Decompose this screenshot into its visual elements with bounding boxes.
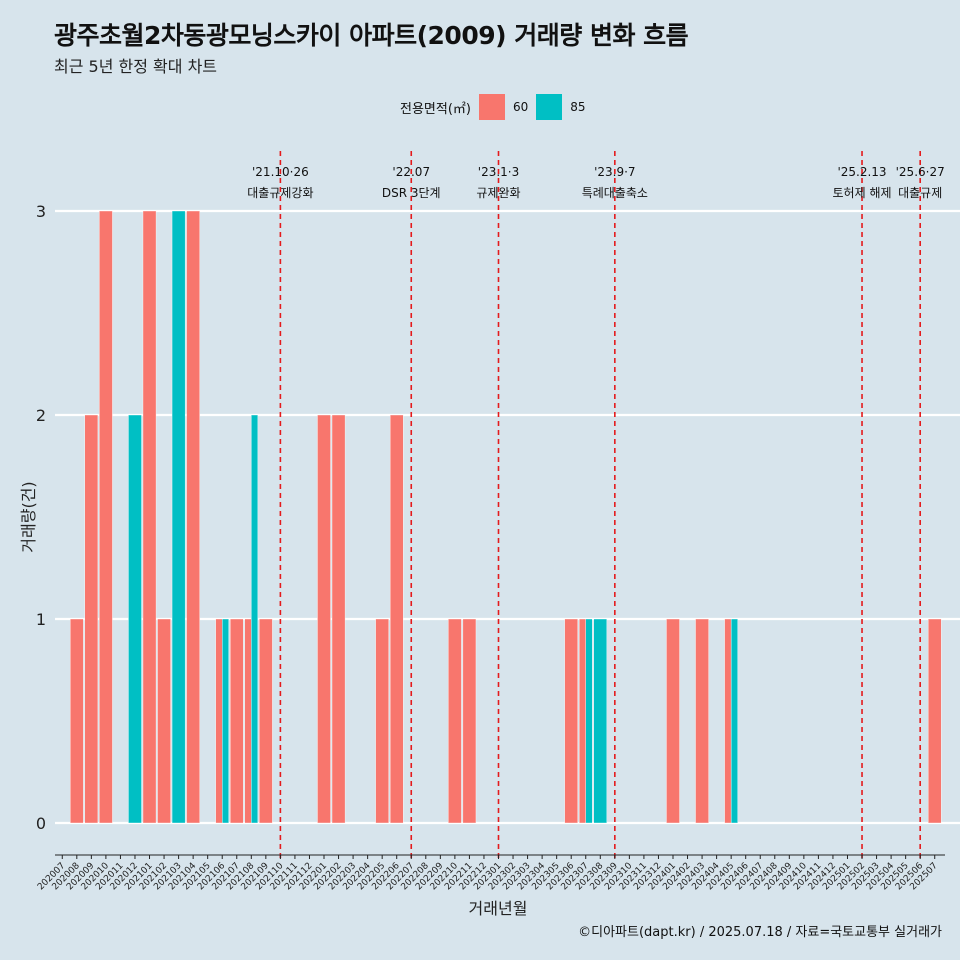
bar-60-202201: [317, 414, 331, 824]
bar-60-202306: [564, 618, 578, 824]
y-tick-label: 0: [36, 814, 46, 833]
event-date-label: '22.07: [392, 165, 430, 179]
legend-key-85: [536, 94, 563, 120]
event-date-label: '23.9·7: [594, 165, 635, 179]
bar-60-202507: [927, 618, 942, 824]
event-label: DSR 3단계: [382, 186, 441, 200]
event-label: 대출규제: [898, 186, 942, 200]
bars: [70, 210, 942, 824]
chart-subtitle: 최근 5년 한정 확대 차트: [54, 57, 218, 76]
bar-60-202211: [462, 618, 477, 824]
bar-60-202009: [84, 414, 99, 824]
event-label: 토허제 해제: [833, 186, 892, 200]
y-tick-label: 2: [36, 406, 46, 425]
bar-85-202307: [585, 618, 593, 824]
event-date-label: '21.10·26: [252, 165, 309, 179]
bar-60-202109: [259, 618, 273, 824]
event-label: 대출규제강화: [247, 186, 313, 200]
bar-60-202102: [157, 618, 171, 824]
bar-60-202210: [448, 618, 462, 824]
legend-key-60: [478, 94, 505, 120]
bar-60-202104: [186, 210, 200, 824]
y-tick-label: 3: [36, 202, 46, 221]
bar-60-202405: [724, 618, 732, 824]
event-label: 규제완화: [476, 186, 520, 200]
bar-60-202106: [215, 618, 223, 824]
bar-60-202108: [244, 618, 252, 824]
bar-85-202108: [251, 414, 259, 824]
event-date-label: '25.6·27: [896, 165, 945, 179]
x-axis: 2020072020082020092020102020112020122021…: [36, 854, 945, 892]
x-axis-label: 거래년월: [469, 899, 528, 918]
event-lines: '21.10·26 대출규제강화 '22.07 DSR 3단계 '23.1·3 규제완화 '…: [247, 151, 945, 858]
legend: 전용면적(㎡) 60 85: [400, 92, 594, 122]
bar-60-202307: [579, 618, 586, 824]
bar-60-202008: [70, 618, 84, 824]
bar-85-202308: [593, 618, 608, 824]
y-tick-label: 1: [36, 610, 46, 629]
bar-60-202010: [99, 210, 113, 824]
bar-85-202405: [730, 618, 738, 824]
event-date-label: '23.1·3: [478, 165, 519, 179]
bar-60-202403: [695, 618, 709, 824]
chart-title: 광주초월2차동광모닝스카이 아파트(2009) 거래량 변화 흐름: [54, 21, 689, 50]
bar-85-202103: [171, 210, 186, 824]
gridlines: [55, 209, 960, 825]
legend-title: 전용면적(㎡): [400, 101, 471, 117]
event-label: 특례대출축소: [582, 186, 648, 200]
y-axis-label: 거래량(건): [19, 481, 38, 552]
bar-60-202202: [331, 414, 346, 824]
caption: ©디아파트(dapt.kr) / 2025.07.18 / 자료=국토교통부 실…: [578, 925, 942, 940]
legend-label-60: 60: [512, 100, 529, 114]
y-axis: 0 1 2 3: [36, 202, 46, 833]
bar-60-202107: [230, 618, 244, 824]
bar-60-202401: [666, 618, 680, 824]
bar-85-202106: [222, 618, 229, 824]
bar-60-202101: [142, 210, 157, 824]
bar-60-202205: [375, 618, 389, 824]
legend-label-85: 85: [570, 100, 586, 114]
event-date-label: '25.2.13: [837, 165, 886, 179]
bar-85-202012: [128, 414, 142, 824]
bar-60-202206: [389, 414, 404, 824]
